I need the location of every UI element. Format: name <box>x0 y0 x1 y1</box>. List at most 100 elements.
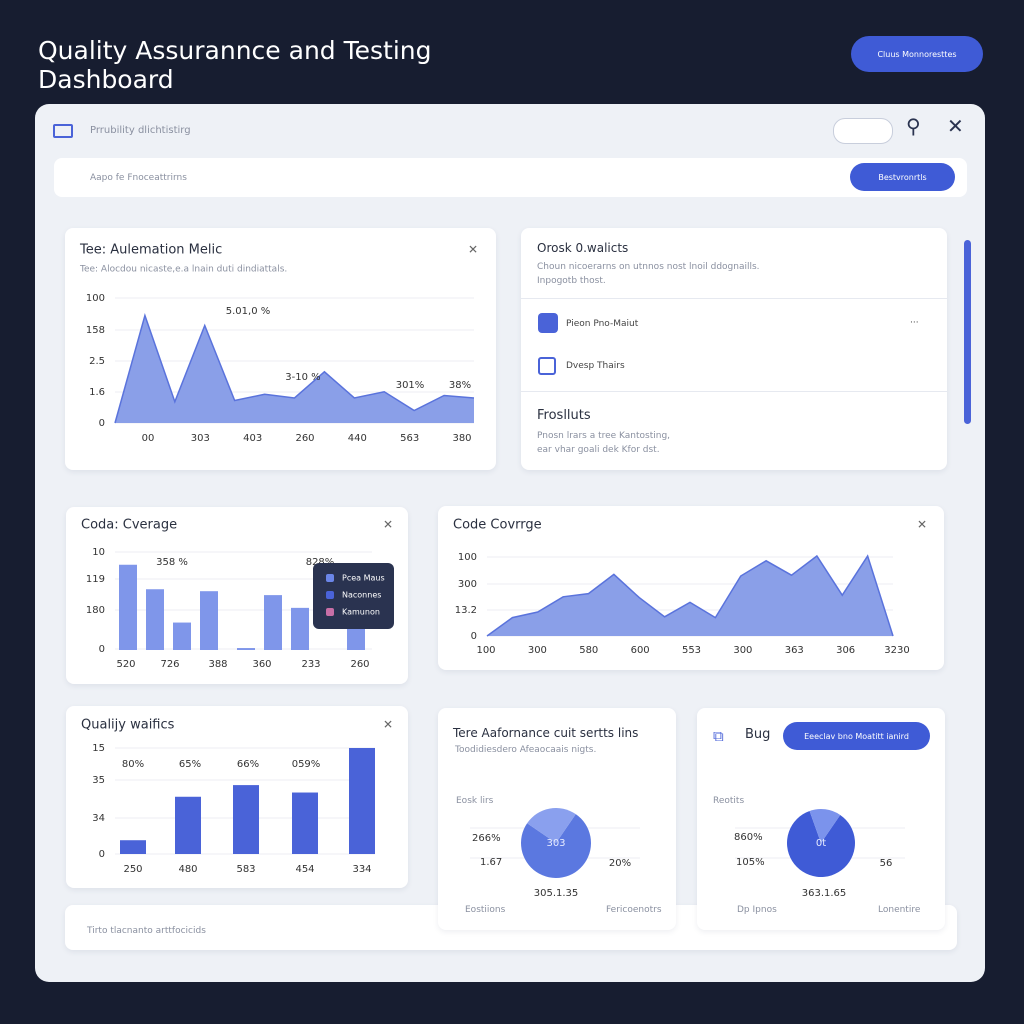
bar <box>237 648 255 650</box>
bar <box>200 591 218 650</box>
x-tick-label: 580 <box>579 645 598 656</box>
x-tick-label: 726 <box>160 659 179 670</box>
search-icon[interactable]: ⚲ <box>906 114 921 138</box>
footer-label: Lonentire <box>878 905 921 915</box>
tooltip-icon <box>326 608 334 616</box>
bar <box>291 607 309 650</box>
annotation: 301% <box>396 380 425 391</box>
y-tick-label: 10 <box>92 547 105 558</box>
footer-label: Eostiions <box>465 905 506 915</box>
section-label: Eosk lirs <box>456 796 494 806</box>
pie-label: 266% <box>472 833 501 844</box>
bar <box>120 840 146 854</box>
y-tick-label: 300 <box>458 579 477 590</box>
divider <box>521 298 947 299</box>
toolbar-label: Prrubility dlichtistirg <box>90 125 191 136</box>
list-item[interactable]: Dvesp Thairs <box>566 361 625 371</box>
tooltip-icon <box>326 574 334 582</box>
panel-text: ear vhar goali dek Kfor dst. <box>537 445 660 455</box>
pie-label: 56 <box>880 858 893 869</box>
annotation: 5.01,0 % <box>226 306 271 317</box>
panel-text: Choun nicoerarns on utnnos nost lnoil dd… <box>537 262 760 272</box>
x-tick-label: 563 <box>400 433 419 444</box>
pie-label: 363.1.65 <box>802 888 847 899</box>
tooltip-item: Pcea Maus <box>342 574 385 583</box>
y-tick-label: 180 <box>86 605 105 616</box>
chart-title: Tee: Aulemation Melic <box>79 243 222 258</box>
search-bar[interactable] <box>54 158 967 197</box>
annotation: 828% <box>306 557 335 568</box>
chart-title: Coda: Cverage <box>81 518 177 533</box>
y-tick-label: 13.2 <box>455 605 477 616</box>
icon <box>53 124 73 138</box>
x-tick-label: 260 <box>295 433 314 444</box>
x-tick-label: 363 <box>785 645 804 656</box>
tooltip-item: Kamunon <box>342 608 380 617</box>
annotation: 38% <box>449 380 471 391</box>
x-tick-label: 260 <box>350 659 369 670</box>
x-tick-label: 440 <box>348 433 367 444</box>
section-title: Froslluts <box>537 408 591 423</box>
panel-title: Tere Aafornance cuit sertts lins <box>453 726 639 740</box>
annotation: 66% <box>237 759 259 770</box>
close-icon: ✕ <box>468 243 478 257</box>
tooltip-item: Naconnes <box>342 591 381 600</box>
panel-text: Toodidiesdero Afeaocaais nigts. <box>455 745 597 755</box>
bar <box>175 796 201 854</box>
close-icon: ✕ <box>917 518 927 532</box>
x-tick-label: 380 <box>452 433 471 444</box>
panel-title: Orosk 0.walicts <box>537 241 629 255</box>
area <box>115 315 474 423</box>
x-tick-label: 3230 <box>884 645 909 656</box>
y-tick-label: 1.6 <box>89 387 105 398</box>
bar <box>264 595 282 650</box>
bar <box>119 564 137 650</box>
x-tick-label: 520 <box>116 659 135 670</box>
x-tick-label: 306 <box>836 645 855 656</box>
bar <box>292 792 318 854</box>
divider <box>521 391 947 392</box>
header-button[interactable]: Cluus Monnoresttes <box>851 36 983 72</box>
annotation: 80% <box>122 759 144 770</box>
pie-slice <box>521 814 592 878</box>
toggle[interactable] <box>833 118 893 144</box>
y-tick-label: 0 <box>99 849 105 860</box>
bar <box>233 785 259 854</box>
close-icon[interactable]: ✕ <box>947 114 964 138</box>
scrollbar[interactable] <box>964 240 971 424</box>
x-tick-label: 480 <box>178 864 197 875</box>
panel-title: Bug <box>745 727 771 742</box>
y-tick-label: 2.5 <box>89 356 105 367</box>
y-tick-label: 0 <box>471 631 477 642</box>
pie-slice <box>809 809 841 843</box>
bar <box>349 748 375 854</box>
footer-text: Tirto tlacnanto arttfocicids <box>87 926 206 936</box>
more-icon[interactable]: ··· <box>910 318 919 328</box>
icon: ⧉ <box>713 727 724 745</box>
icon <box>538 313 558 333</box>
y-tick-label: 15 <box>92 743 105 754</box>
bar <box>347 628 365 650</box>
x-tick-label: 388 <box>208 659 227 670</box>
list-item[interactable]: Pieon Pno-Maiut <box>566 319 639 329</box>
panel-button[interactable]: Eeeclav bno Moatitt ianird <box>783 722 930 750</box>
search-button[interactable]: Bestvronrtls <box>850 163 955 191</box>
annotation: 3-10 % <box>285 372 320 383</box>
x-tick-label: 360 <box>252 659 271 670</box>
footer-label: Dp Ipnos <box>737 905 777 915</box>
annotation: 358 % <box>156 557 188 568</box>
x-tick-label: 403 <box>243 433 262 444</box>
y-tick-label: 0 <box>99 418 105 429</box>
bar <box>173 622 191 650</box>
x-tick-label: 233 <box>301 659 320 670</box>
footer-label: Fericoenotrs <box>606 905 662 915</box>
x-tick-label: 600 <box>631 645 650 656</box>
tooltip-icon <box>326 591 334 599</box>
pie-label: 305.1.35 <box>534 888 579 899</box>
page-title: Quality Assurannce and Testing Dashboard <box>38 36 432 94</box>
chart-title: Qualijy waifics <box>81 718 175 733</box>
y-tick-label: 35 <box>92 775 105 786</box>
y-tick-label: 0 <box>99 644 105 655</box>
x-tick-label: 334 <box>352 864 371 875</box>
x-tick-label: 250 <box>123 864 142 875</box>
